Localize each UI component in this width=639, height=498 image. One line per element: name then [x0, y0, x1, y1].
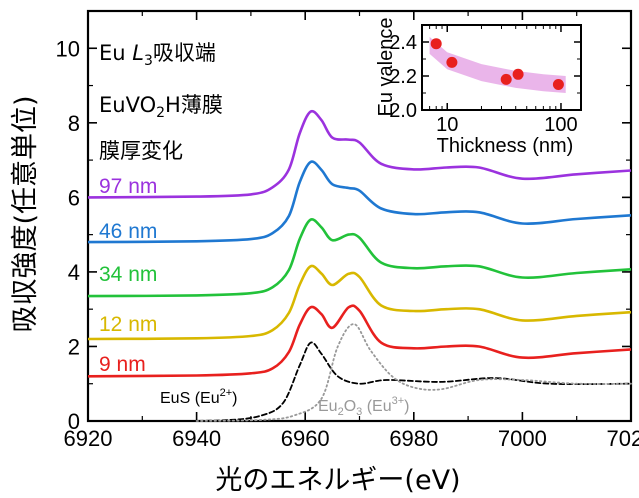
- inset-data-point: [500, 73, 512, 85]
- series-label-34nm: 34 nm: [99, 263, 157, 286]
- edge-subscript: 3: [144, 53, 153, 69]
- y-tick-label: 0: [68, 409, 80, 434]
- valence-inset: 10 100 2.0 2.2 2.4 Thickness (nm) Eu valence: [375, 18, 582, 157]
- inset-data-points: [430, 38, 564, 90]
- inset-axis-ticks: 10 100 2.0 2.2 2.4: [389, 24, 581, 136]
- eu2o3-label-sup: 3+: [392, 395, 405, 407]
- y-tick-label: 4: [68, 260, 80, 285]
- inset-data-point: [512, 68, 524, 80]
- eu2o3-label-close: ): [404, 398, 409, 415]
- film-suffix: H薄膜: [165, 93, 223, 117]
- eus-reference-line: [141, 341, 632, 422]
- x-tick-label: 6980: [389, 426, 438, 451]
- inset-data-point: [430, 38, 442, 50]
- film-subscript: 2: [156, 105, 165, 121]
- edge-suffix: 吸収端: [153, 41, 216, 65]
- x-axis-title: 光のエネルギー(eV): [215, 465, 460, 496]
- x-tick-label: 6920: [64, 426, 113, 451]
- thickness-spectra: [87, 109, 632, 378]
- inset-y-tick-label: 2.4: [389, 32, 417, 54]
- inset-y-tick-label: 2.2: [389, 66, 417, 88]
- series-label-9nm: 9 nm: [99, 353, 146, 376]
- series-label-46nm: 46 nm: [99, 220, 157, 243]
- eu2o3-reference-line: [195, 323, 632, 422]
- x-tick-label: 6960: [281, 426, 330, 451]
- inset-data-point: [446, 56, 458, 68]
- spectrum-line-34nm: [87, 218, 632, 298]
- x-tick-label: 6940: [172, 426, 221, 451]
- eu2o3-label-mid: O: [344, 398, 356, 415]
- eu2o3-label-paren: (Eu: [362, 398, 391, 415]
- inset-x-axis-title: Thickness (nm): [437, 135, 574, 157]
- eu2o3-label-sub1: 2: [338, 406, 344, 418]
- y-tick-label: 10: [56, 36, 80, 61]
- inset-x-tick-label: 10: [436, 114, 458, 136]
- film-annotation: EuVO2H薄膜: [99, 93, 223, 121]
- spectrum-line-12nm: [87, 264, 632, 341]
- eus-label-sup: 2+: [220, 387, 233, 399]
- inset-y-axis-title: Eu valence: [375, 18, 397, 117]
- inset-data-point: [552, 79, 564, 90]
- spectrum-line-46nm: [87, 160, 632, 244]
- y-axis-title: 吸収強度(任意単位): [10, 95, 41, 332]
- eus-label-base: EuS (Eu: [160, 390, 220, 407]
- film-prefix: EuVO: [99, 93, 156, 117]
- eu2o3-reference-label: Eu2O3 (Eu3+): [318, 395, 410, 418]
- inset-trend-band: [429, 36, 566, 93]
- y-tick-label: 2: [68, 334, 80, 359]
- inset-x-tick-label: 100: [544, 114, 577, 136]
- eus-label-close: ): [232, 390, 237, 407]
- spectrum-line-9nm: [87, 304, 632, 378]
- eu2o3-label-base: Eu: [318, 398, 338, 415]
- series-label-12nm: 12 nm: [99, 313, 157, 336]
- reference-spectra: [141, 323, 632, 422]
- eu2o3-label-sub2: 3: [356, 406, 362, 418]
- y-tick-label: 6: [68, 185, 80, 210]
- eus-reference-label: EuS (Eu2+): [160, 387, 237, 407]
- inset-y-tick-label: 2.0: [389, 100, 417, 122]
- series-label-97nm: 97 nm: [99, 175, 157, 198]
- x-tick-label: 7000: [498, 426, 547, 451]
- y-tick-label: 8: [68, 111, 80, 136]
- spectrum-line-97nm: [87, 109, 632, 199]
- thickness-change-annotation: 膜厚変化: [99, 139, 183, 163]
- edge-symbol: L: [132, 41, 144, 65]
- edge-prefix: Eu: [99, 41, 132, 65]
- edge-annotation: Eu L3吸収端: [99, 41, 216, 69]
